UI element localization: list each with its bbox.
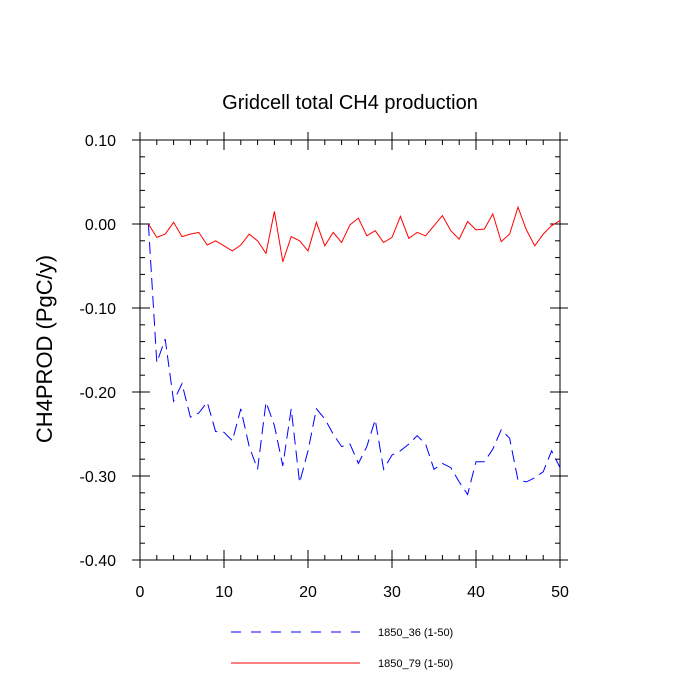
- plot-border: [139, 139, 561, 561]
- x-tick-label: 30: [383, 584, 401, 601]
- legend-label-0: 1850_36 (1-50): [378, 627, 453, 639]
- y-tick-label: -0.10: [80, 301, 117, 318]
- x-tick-label: 10: [215, 584, 233, 601]
- y-axis-label: CH4PROD (PgC/y): [32, 255, 57, 443]
- series-line-1850-79: [147, 205, 561, 262]
- y-axis: -0.40 -0.30 -0.20 -0.10 0.00 0.10: [80, 133, 568, 570]
- x-axis: 0 10 20 30 40 50: [136, 132, 569, 601]
- plot-frame: [139, 139, 561, 561]
- x-tick-label: 0: [136, 584, 145, 601]
- x-tick-label: 50: [551, 584, 569, 601]
- y-tick-label: -0.40: [80, 553, 117, 570]
- x-tick-label: 20: [299, 584, 317, 601]
- chart-title: Gridcell total CH4 production: [222, 92, 478, 114]
- series-layer: [147, 205, 561, 496]
- y-tick-label: -0.30: [80, 469, 117, 486]
- legend: 1850_36 (1-50) 1850_79 (1-50): [231, 627, 453, 670]
- x-tick-label: 40: [467, 584, 485, 601]
- y-tick-label: 0.10: [85, 133, 116, 150]
- legend-label-1: 1850_79 (1-50): [378, 658, 453, 670]
- y-tick-label: -0.20: [80, 385, 117, 402]
- series-line-1850-36: [147, 223, 561, 496]
- y-tick-label: 0.00: [85, 217, 116, 234]
